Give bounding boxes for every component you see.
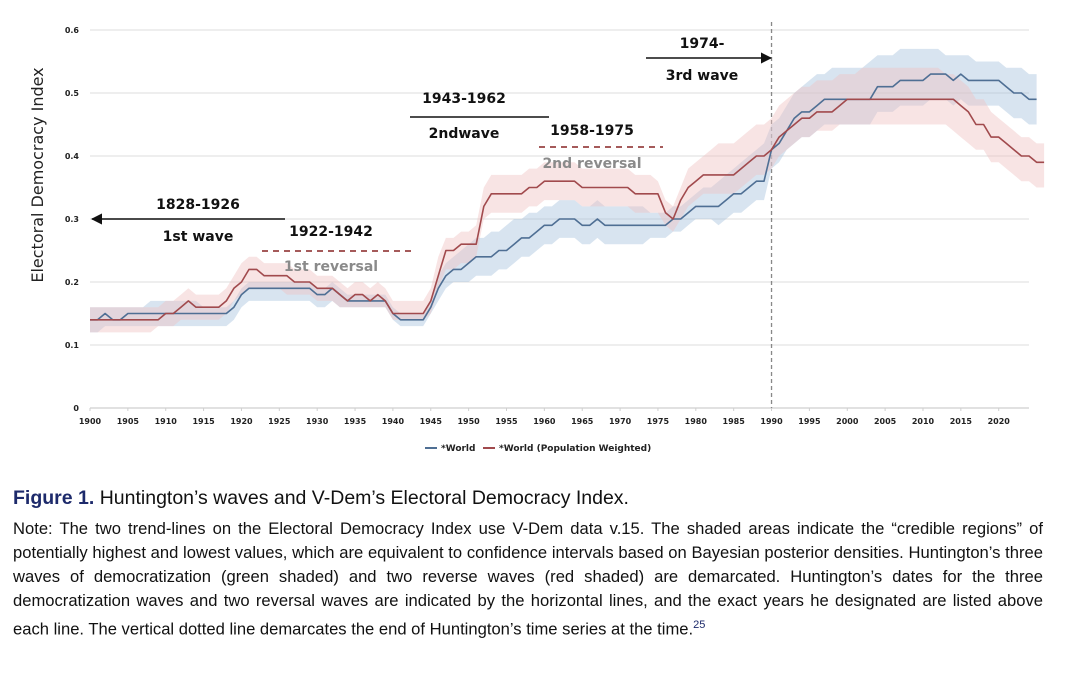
x-tick-label: 1970 [609, 417, 632, 426]
x-tick-label: 1990 [760, 417, 783, 426]
x-tick-label: 1995 [798, 417, 821, 426]
x-tick-label: 1930 [306, 417, 329, 426]
line-world-weighted [90, 98, 1045, 321]
first-reversal-years: 1922-1942 [289, 224, 373, 240]
figure-caption: Figure 1. Huntington’s waves and V-Dem’s… [13, 485, 1043, 642]
y-tick-label: 0.3 [65, 215, 79, 224]
y-tick-label: 0 [73, 404, 79, 413]
x-tick-label: 2020 [988, 417, 1011, 426]
y-tick-label: 0.4 [65, 152, 80, 161]
x-tick-label: 1955 [495, 417, 518, 426]
legend-label-world-weighted: *World (Population Weighted) [499, 444, 651, 454]
x-tick-label: 2005 [874, 417, 897, 426]
x-tick-label: 1935 [344, 417, 367, 426]
x-tick-label: 2010 [912, 417, 935, 426]
note-text: Note: The two trend-lines on the Elector… [13, 519, 1043, 639]
x-tick-label: 1980 [685, 417, 708, 426]
third-wave-label: 3rd wave [666, 68, 739, 84]
x-tick-label: 1925 [268, 417, 291, 426]
y-tick-label: 0.1 [65, 341, 80, 350]
x-tick-label: 1900 [79, 417, 102, 426]
x-tick-label: 1920 [230, 417, 253, 426]
x-tick-label: 1910 [155, 417, 178, 426]
x-tick-label: 1915 [192, 417, 215, 426]
second-wave-label: 2ndwave [429, 126, 500, 142]
y-axis-label: Electoral Democracy Index [28, 67, 47, 282]
x-tick-label: 2015 [950, 417, 973, 426]
second-reversal-label: 2nd reversal [542, 156, 641, 172]
x-tick-label: 1975 [647, 417, 670, 426]
band-world-weighted [90, 67, 1045, 333]
y-tick-label: 0.2 [65, 278, 79, 287]
y-tick-label: 0.5 [65, 89, 80, 98]
footnote-ref[interactable]: 25 [693, 619, 706, 631]
figure-label: Figure 1. [13, 487, 95, 509]
series-lines [90, 73, 1045, 321]
first-wave-years: 1828-1926 [156, 197, 240, 213]
x-tick-label: 1960 [533, 417, 556, 426]
first-wave-label: 1st wave [163, 229, 234, 245]
third-wave-years: 1974- [680, 36, 725, 52]
chart: 0 0.1 0.2 0.3 0.4 0.5 0.6 1900 1905 1910 1915 1920… [28, 22, 1045, 454]
wave-annotations: 1828-1926 1st wave 1922-1942 1st reversal 19… [90, 36, 773, 275]
second-reversal-years: 1958-1975 [550, 123, 634, 139]
x-tick-label: 1950 [457, 417, 480, 426]
figure-title: Figure 1. Huntington’s waves and V-Dem’s… [13, 485, 1043, 511]
figure-note: Note: The two trend-lines on the Elector… [13, 517, 1043, 642]
y-tick-label: 0.6 [65, 26, 80, 35]
x-tick-label: 1985 [723, 417, 746, 426]
figure-title-text: Huntington’s waves and V-Dem’s Electoral… [94, 487, 629, 509]
x-tick-label: 2000 [836, 417, 859, 426]
line-world [90, 73, 1037, 321]
x-tick-label: 1965 [571, 417, 594, 426]
second-wave-years: 1943-1962 [422, 91, 506, 107]
first-reversal-label: 1st reversal [284, 259, 378, 275]
x-axis-ticks: 1900 1905 1910 1915 1920 1925 1930 1935 1940 1945… [79, 408, 1010, 426]
legend-label-world: *World [441, 444, 475, 454]
y-axis-ticks: 0 0.1 0.2 0.3 0.4 0.5 0.6 [65, 26, 80, 413]
x-tick-label: 1940 [382, 417, 405, 426]
legend: *World *World (Population Weighted) [425, 444, 651, 454]
x-tick-label: 1945 [420, 417, 443, 426]
x-tick-label: 1905 [117, 417, 140, 426]
